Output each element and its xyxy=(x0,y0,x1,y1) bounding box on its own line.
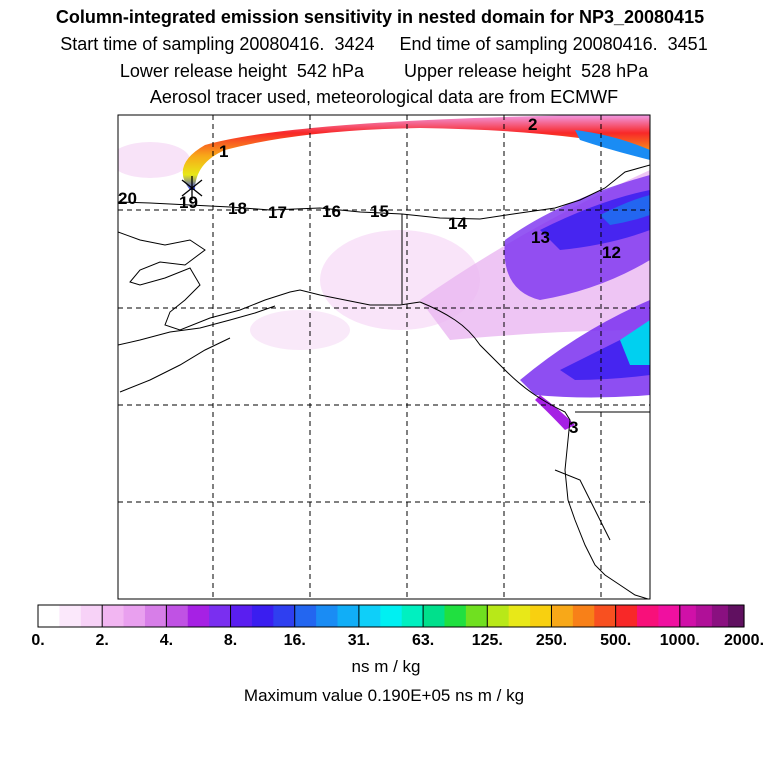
colorbar-cell xyxy=(711,605,729,627)
colorbar-cell xyxy=(38,605,60,627)
colorbar-cell xyxy=(166,605,189,627)
track-label: 1 xyxy=(219,142,228,161)
colorbar-tick-label: 63. xyxy=(412,632,434,649)
track-label: 16 xyxy=(322,202,341,221)
colorbar-cell xyxy=(423,605,446,627)
colorbar-tick-label: 250. xyxy=(536,632,567,649)
colorbar-cell xyxy=(508,605,531,627)
colorbar-frame xyxy=(37,604,745,628)
colorbar-cell xyxy=(695,605,713,627)
sampling-time-line: Start time of sampling 20080416. 3424 En… xyxy=(60,34,708,54)
colorbar-cell xyxy=(572,605,595,627)
track-label: 15 xyxy=(370,202,389,221)
colorbar-cell xyxy=(102,605,125,627)
track-label: 14 xyxy=(448,214,467,233)
colorbar-cell xyxy=(444,605,467,627)
colorbar-cell xyxy=(187,605,210,627)
colorbar-tick-label: 2000. xyxy=(724,632,764,649)
colorbar-cell xyxy=(658,605,681,627)
colorbar-cell xyxy=(123,605,146,627)
colorbar-tick-label: 8. xyxy=(224,632,237,649)
colorbar-cell xyxy=(251,605,274,627)
colorbar-cell xyxy=(230,605,253,627)
colorbar-cell xyxy=(358,605,381,627)
colorbar-tick-label: 16. xyxy=(284,632,306,649)
track-label: 2 xyxy=(528,115,537,134)
track-label: 13 xyxy=(531,228,550,247)
colorbar-cell xyxy=(294,605,317,627)
maximum-value-text: Maximum value 0.190E+05 ns m / kg xyxy=(243,686,525,705)
coastline xyxy=(118,164,650,599)
colorbar-cell xyxy=(59,605,82,627)
track-label: 17 xyxy=(268,203,287,222)
track-label: 20 xyxy=(118,189,137,208)
colorbar-cell xyxy=(337,605,360,627)
colorbar-tick-label: 125. xyxy=(472,632,503,649)
colorbar-cell xyxy=(144,605,167,627)
colorbar-cell xyxy=(465,605,488,627)
colorbar-cell xyxy=(679,605,697,627)
map-frame xyxy=(117,114,651,600)
colorbar-tick-label: 0. xyxy=(31,632,44,649)
colorbar-cell xyxy=(615,605,638,627)
tracer-info-line: Aerosol tracer used, meteorological data… xyxy=(149,87,619,107)
track-label: 3 xyxy=(569,418,578,437)
colorbar-tick-label: 4. xyxy=(160,632,173,649)
track-label: 19 xyxy=(179,193,198,212)
colorbar-cell xyxy=(273,605,296,627)
track-label: 18 xyxy=(228,199,247,218)
colorbar-cell xyxy=(551,605,574,627)
colorbar-cell xyxy=(380,605,403,627)
colorbar-cell xyxy=(209,605,232,627)
colorbar-tick-label: 31. xyxy=(348,632,370,649)
colorbar-cell xyxy=(80,605,103,627)
colorbar-tick-label: 2. xyxy=(96,632,109,649)
colorbar-tick-label: 1000. xyxy=(660,632,700,649)
colorbar-cell xyxy=(530,605,553,627)
colorbar-cell xyxy=(316,605,339,627)
release-point-marker xyxy=(181,176,203,200)
colorbar-cell xyxy=(637,605,660,627)
colorbar-tick-label: 500. xyxy=(600,632,631,649)
release-height-line: Lower release height 542 hPa Upper relea… xyxy=(119,61,649,81)
colorbar-cell xyxy=(487,605,510,627)
map-field: 1 2 3 12 13 14 15 16 17 18 19 20 xyxy=(118,115,650,599)
track-label: 12 xyxy=(602,243,621,262)
colorbar-cell xyxy=(727,605,745,627)
colorbar-cell xyxy=(594,605,617,627)
plot-title: Column-integrated emission sensitivity i… xyxy=(55,7,705,27)
colorbar-cell xyxy=(401,605,424,627)
colorbar-units: ns m / kg xyxy=(351,657,421,676)
